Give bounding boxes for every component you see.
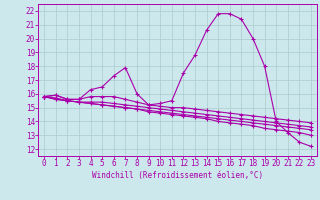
X-axis label: Windchill (Refroidissement éolien,°C): Windchill (Refroidissement éolien,°C) <box>92 171 263 180</box>
